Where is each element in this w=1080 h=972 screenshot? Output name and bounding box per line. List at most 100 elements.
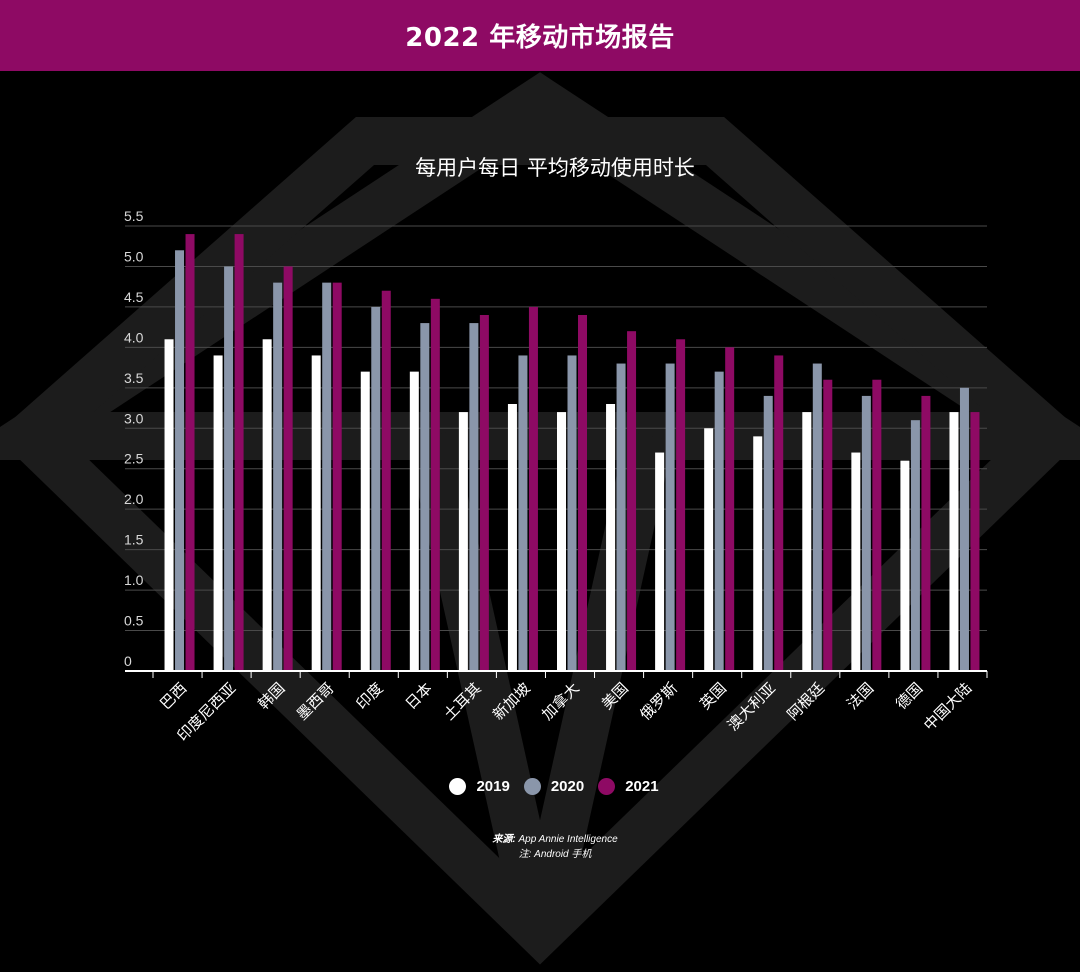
bar-2020-6	[469, 323, 479, 671]
bar-2020-14	[861, 395, 871, 671]
y-tick-label: 1.0	[124, 572, 144, 588]
bar-2019-11	[704, 428, 714, 671]
bar-2021-3	[332, 282, 342, 671]
bar-2021-14	[872, 379, 882, 671]
bar-2019-0	[164, 339, 174, 671]
legend-label-2019: 2019	[476, 778, 510, 795]
bar-2019-3	[311, 355, 321, 671]
x-tick-label: 加拿大	[538, 679, 583, 724]
bar-2021-5	[430, 298, 440, 671]
bar-2020-5	[420, 323, 430, 671]
bar-2020-11	[714, 371, 724, 671]
bar-2019-15	[900, 460, 910, 671]
x-tick-label: 墨西哥	[293, 679, 338, 724]
bar-2021-9	[627, 331, 637, 671]
source-label: 来源:	[492, 834, 516, 845]
x-tick-label: 土耳其	[440, 679, 485, 724]
bar-2019-6	[458, 412, 468, 671]
x-tick-label: 韩国	[255, 679, 289, 713]
bar-2021-10	[676, 339, 686, 671]
x-tick-label: 日本	[402, 679, 436, 713]
x-tick-label: 德国	[892, 679, 926, 713]
chart-legend: 2019 2020 2021	[0, 778, 1080, 795]
bar-2020-7	[518, 355, 528, 671]
legend-item-2021: 2021	[598, 778, 659, 795]
bar-2020-3	[322, 282, 332, 671]
source-line: 来源: App Annie Intelligence	[0, 832, 1080, 847]
x-tick-label: 阿根廷	[784, 679, 829, 724]
diamond-crown	[0, 117, 1080, 460]
bar-2021-6	[479, 315, 489, 671]
y-tick-label: 4.5	[124, 289, 144, 305]
bar-2020-2	[273, 282, 283, 671]
bar-2020-13	[812, 363, 822, 671]
y-tick-label: 0	[124, 653, 132, 669]
bar-2020-16	[959, 387, 969, 671]
bar-2020-15	[910, 420, 920, 671]
y-tick-label: 2.0	[124, 491, 144, 507]
bar-2020-4	[371, 306, 381, 671]
bar-2021-4	[381, 290, 391, 671]
legend-swatch-2019	[449, 778, 467, 795]
x-tick-label: 法国	[843, 679, 877, 713]
legend-item-2020: 2020	[523, 778, 585, 795]
bar-2019-5	[409, 371, 419, 671]
y-tick-label: 0.5	[124, 613, 144, 629]
bar-2020-8	[567, 355, 577, 671]
bar-2020-12	[763, 395, 773, 671]
x-axis	[125, 670, 988, 678]
x-tick-label: 澳大利亚	[724, 679, 779, 734]
bar-2019-1	[213, 355, 223, 671]
report-header: 2022 年移动市场报告	[0, 0, 1080, 71]
bar-2021-13	[823, 379, 833, 671]
bar-2020-0	[175, 250, 185, 672]
bar-2021-7	[528, 306, 538, 671]
legend-swatch-2021	[598, 778, 616, 795]
y-tick-label: 3.0	[124, 410, 144, 426]
bar-2020-1	[224, 266, 234, 671]
bar-2019-13	[802, 412, 812, 671]
source-note-line: 注: Android 手机	[518, 849, 592, 860]
legend-label-2021: 2021	[625, 778, 659, 795]
bar-2019-16	[949, 412, 959, 671]
y-tick-label: 2.5	[124, 451, 144, 467]
bars	[164, 234, 980, 672]
y-axis-ticks: 0 0.5 1.0 1.5 2.0 2.5 3.0 3.5 4.0 4.5 5.0 5.5	[124, 208, 144, 669]
bar-2019-14	[851, 452, 861, 671]
bar-2021-15	[921, 395, 931, 671]
y-tick-label: 5.0	[124, 248, 144, 264]
bar-2021-0	[185, 234, 195, 671]
bar-2021-8	[578, 315, 587, 671]
x-tick-label: 巴西	[156, 679, 190, 713]
source-note: 来源: App Annie Intelligence 注: Android 手机	[0, 832, 1080, 862]
x-tick-label: 中国大陆	[920, 679, 975, 734]
x-tick-label: 美国	[598, 679, 632, 713]
source-text: App Annie Intelligence	[518, 834, 618, 845]
bar-2021-12	[774, 355, 784, 671]
bar-2021-11	[725, 347, 735, 671]
y-tick-label: 1.5	[124, 532, 144, 548]
bar-2019-2	[262, 339, 272, 671]
bar-2019-4	[360, 371, 370, 671]
y-tick-label: 4.0	[124, 329, 144, 345]
bar-2021-2	[283, 266, 293, 671]
x-tick-label: 俄罗斯	[636, 679, 681, 724]
chart-title: 每用户每日 平均移动使用时长	[415, 156, 695, 180]
bar-2019-9	[606, 404, 616, 671]
x-tick-label: 新加坡	[489, 679, 534, 724]
report-title: 2022 年移动市场报告	[405, 23, 675, 53]
x-tick-label: 英国	[696, 679, 730, 713]
bar-2019-12	[753, 436, 763, 671]
legend-item-2019: 2019	[449, 778, 510, 795]
bar-2021-16	[970, 412, 980, 671]
bar-2019-8	[557, 412, 566, 671]
bar-2021-1	[234, 234, 244, 671]
y-tick-label: 3.5	[124, 370, 144, 386]
y-tick-label: 5.5	[124, 208, 144, 224]
legend-label-2020: 2020	[550, 778, 585, 795]
bar-2020-9	[616, 363, 626, 671]
x-axis-labels: 巴西印度尼西亚 韩国 墨西哥 印度 日本 土耳其 新加坡 加拿大 美国 俄罗斯 英国澳大利亚 阿根廷法…	[156, 679, 975, 745]
bar-2020-10	[665, 363, 675, 671]
x-tick-label: 印度	[353, 679, 387, 713]
